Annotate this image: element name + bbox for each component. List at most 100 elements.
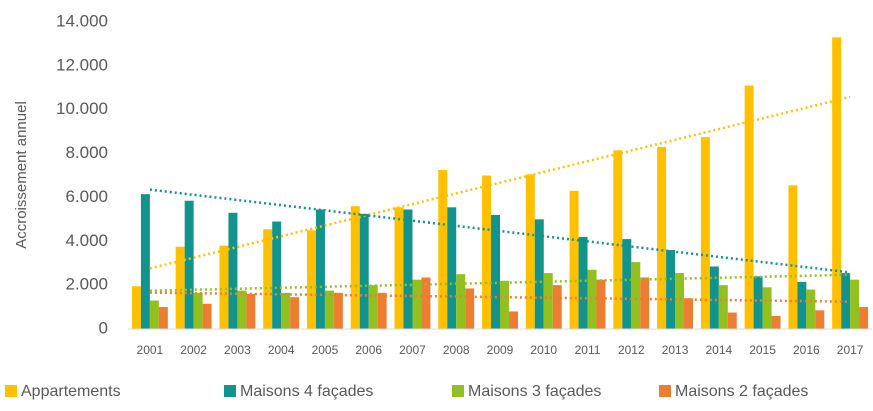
legend-swatch [659,385,671,397]
bar [228,212,238,329]
y-tick-label: 0 [99,318,108,337]
x-tick-label: 2014 [705,343,732,357]
bar [202,303,212,329]
trendline [149,273,851,293]
bar [771,315,781,329]
x-tick-label: 2005 [312,343,339,357]
bar [412,279,422,329]
bar [421,277,431,329]
bar [193,292,203,329]
bar [306,230,316,329]
bar [456,274,466,329]
x-tick-label: 2013 [662,343,689,357]
x-tick-label: 2010 [530,343,557,357]
y-tick-label: 6.000 [65,187,108,206]
bar [158,307,168,329]
bar [675,273,685,329]
bar [149,300,159,329]
bar [534,219,544,329]
legend-swatch [5,385,17,397]
bar [465,288,475,329]
y-tick-label: 14.000 [56,11,108,30]
trendline [149,95,851,270]
bar [272,221,282,329]
bar [832,37,842,329]
bar [587,269,597,329]
bar [744,85,754,329]
legend-swatch [224,385,236,397]
y-axis-title: Accroissement annuel [13,101,30,249]
bar [797,281,807,329]
bar [657,146,667,329]
bar [569,190,579,329]
bar [394,207,404,329]
y-tick-label: 2.000 [65,275,108,294]
x-tick-label: 2017 [837,343,864,357]
bar [596,279,606,329]
legend-label: Appartements [21,383,121,400]
bar [762,287,772,329]
bar [219,245,229,329]
bar [578,236,588,329]
legend-label: Maisons 4 façades [240,383,373,400]
bar [622,239,632,329]
bar [246,293,256,329]
bar [500,280,509,329]
bar [333,292,343,329]
bar [552,285,562,329]
bar [666,250,676,329]
bar [640,277,650,329]
bar [403,209,413,329]
y-tick-label: 12.000 [56,55,108,74]
bar [727,312,737,329]
bar [859,307,869,329]
bar [359,213,369,329]
bar [140,194,150,329]
trendline [149,291,851,303]
bar [684,298,694,329]
x-tick-label: 2004 [268,343,295,357]
bar [131,286,141,329]
bar [368,285,378,329]
legend-label: Maisons 2 façades [675,383,808,400]
bar [350,206,360,329]
x-tick-label: 2001 [137,343,164,357]
bar [718,285,728,329]
bar [700,137,710,329]
bar [753,276,763,329]
bar [290,297,300,329]
bar [613,150,623,329]
x-tick-label: 2003 [224,343,251,357]
bar [315,209,325,329]
bar [508,311,518,329]
bar [850,279,860,329]
bar [324,290,334,329]
x-tick-label: 2007 [399,343,426,357]
bar [631,262,641,329]
bar [806,289,816,329]
x-tick-label: 2008 [443,343,470,357]
bar [237,290,247,329]
y-tick-label: 10.000 [56,99,108,118]
x-tick-label: 2009 [487,343,514,357]
y-tick-label: 4.000 [65,231,108,250]
bar [709,266,719,329]
x-tick-label: 2006 [355,343,382,357]
x-tick-label: 2011 [575,343,601,357]
y-tick-label: 8.000 [65,143,108,162]
bar [525,174,535,329]
legend-label: Maisons 3 façades [468,383,601,400]
x-tick-label: 2015 [749,343,776,357]
x-tick-label: 2012 [618,343,645,357]
bar [263,229,273,329]
bar [377,292,387,329]
x-tick-label: 2002 [180,343,207,357]
bar [438,170,448,329]
legend-swatch [452,385,464,397]
bar [491,214,500,329]
bar [815,310,825,329]
x-tick-label: 2016 [793,343,820,357]
bar [447,207,457,329]
bar [482,175,492,329]
